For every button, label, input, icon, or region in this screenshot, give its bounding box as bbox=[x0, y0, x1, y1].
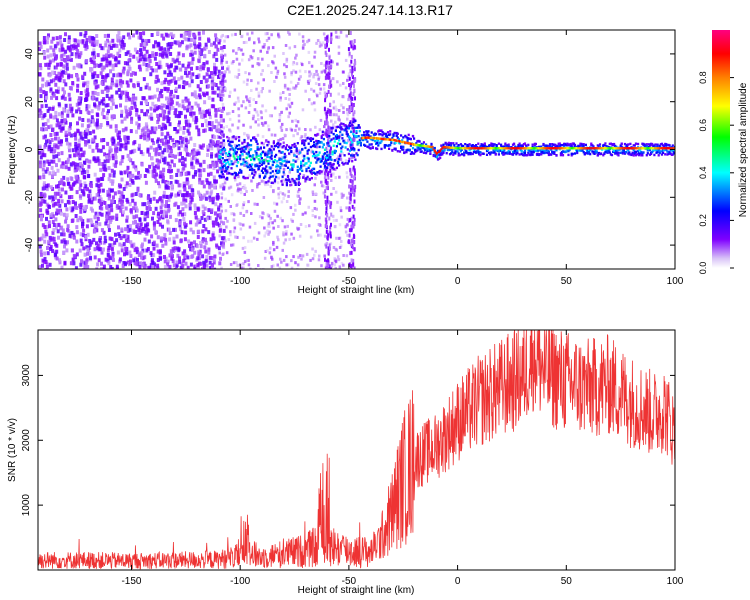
colorbar-label: Normalized spectral amplitude bbox=[738, 82, 749, 217]
x-tick-label: 100 bbox=[667, 276, 684, 287]
colorbar-tick-label: 0.2 bbox=[698, 214, 708, 227]
y-tick-label: -40 bbox=[24, 237, 35, 252]
snr-frame bbox=[37, 329, 676, 571]
spectrogram-x-label: Height of straight line (km) bbox=[298, 285, 415, 296]
snr-y-axis: 1000 2000 3000 bbox=[21, 364, 675, 516]
spectrogram-panel: -150 -100 -50 0 50 100 -40 -20 0 20 40 Height of … bbox=[7, 29, 684, 296]
x-tick-label: 0 bbox=[455, 576, 461, 587]
x-tick-label: 50 bbox=[561, 576, 573, 587]
y-tick-label: 20 bbox=[24, 96, 35, 108]
x-tick-label: -50 bbox=[342, 576, 357, 587]
snr-y-label: SNR (10 * v/v) bbox=[7, 418, 18, 482]
snr-x-axis: -150 -100 -50 0 50 100 bbox=[121, 330, 684, 587]
y-tick-label: 40 bbox=[24, 48, 35, 60]
figure-title: C2E1.2025.247.14.13.R17 bbox=[287, 2, 453, 18]
colorbar: 0.0 0.2 0.4 0.6 0.8 Normalized spectral ampl… bbox=[698, 30, 749, 274]
spectrogram-x-axis: -150 -100 -50 0 50 100 bbox=[121, 30, 684, 287]
y-tick-label: -20 bbox=[24, 190, 35, 205]
colorbar-tick-label: 0.8 bbox=[698, 71, 708, 84]
colorbar-tick-label: 0.4 bbox=[698, 167, 708, 180]
x-tick-label: -100 bbox=[230, 276, 250, 287]
x-tick-label: -50 bbox=[342, 276, 357, 287]
x-tick-label: 0 bbox=[455, 276, 461, 287]
colorbar-tick-label: 0.6 bbox=[698, 119, 708, 132]
y-tick-label: 1000 bbox=[21, 494, 32, 517]
x-tick-label: -150 bbox=[121, 276, 141, 287]
colorbar-gradient bbox=[712, 30, 730, 268]
snr-panel: -150 -100 -50 0 50 100 1000 2000 3000 Height of… bbox=[7, 329, 684, 596]
y-tick-label: 2000 bbox=[21, 429, 32, 452]
colorbar-tick-label: 0.0 bbox=[698, 262, 708, 275]
x-tick-label: 50 bbox=[561, 276, 573, 287]
snr-series-line bbox=[38, 330, 675, 570]
y-tick-label: 0 bbox=[24, 146, 35, 152]
x-tick-label: -100 bbox=[230, 576, 250, 587]
spectrogram-y-axis: -40 -20 0 20 40 bbox=[24, 48, 675, 252]
x-tick-label: -150 bbox=[121, 576, 141, 587]
spectrogram-y-label: Frequency (Hz) bbox=[7, 116, 18, 185]
y-tick-label: 3000 bbox=[21, 364, 32, 387]
x-tick-label: 100 bbox=[667, 576, 684, 587]
colorbar-ticks: 0.0 0.2 0.4 0.6 0.8 bbox=[698, 71, 734, 274]
snr-x-label: Height of straight line (km) bbox=[298, 585, 415, 596]
spectrogram-image bbox=[38, 30, 675, 269]
